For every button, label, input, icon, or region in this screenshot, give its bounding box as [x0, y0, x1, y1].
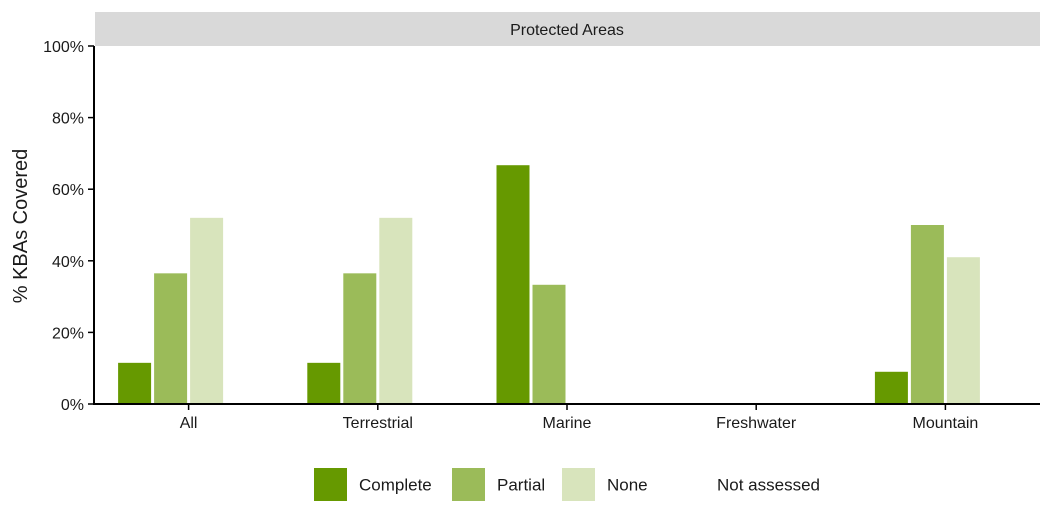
axes-layer: 0% 20% 40% 60% 80% 100% All Terrestrial Marine Fr… [43, 39, 1040, 432]
legend-key-partial [452, 468, 485, 501]
y-tick-label: 60% [52, 182, 84, 199]
bar-mountain-partial [910, 225, 944, 404]
legend-label-complete: Complete [359, 476, 432, 495]
bar-terrestrial-none [379, 217, 413, 404]
x-tick-label: All [180, 415, 198, 432]
bar-all-none [190, 217, 224, 404]
legend-key-complete [314, 468, 347, 501]
y-tick-label: 40% [52, 254, 84, 271]
legend-label-none: None [607, 476, 648, 495]
y-tick-label: 80% [52, 111, 84, 128]
y-tick-label: 100% [43, 39, 84, 56]
legend-label-partial: Partial [497, 476, 545, 495]
bar-mountain-complete [874, 371, 908, 404]
y-tick-label: 20% [52, 325, 84, 342]
x-tick-label: Marine [543, 415, 592, 432]
bar-mountain-none [946, 257, 980, 404]
facet-title: Protected Areas [510, 22, 624, 39]
bar-terrestrial-complete [307, 362, 341, 404]
facet-strip [95, 12, 1040, 46]
y-tick-label: 0% [61, 397, 84, 414]
bar-marine-complete [496, 165, 530, 404]
bar-marine-partial [532, 284, 566, 404]
x-tick-label: Freshwater [716, 415, 797, 432]
legend-key-none [562, 468, 595, 501]
legend: Complete Partial None Not assessed [314, 468, 820, 501]
legend-key-not-assessed [672, 468, 705, 501]
y-axis-title: % KBAs Covered [10, 149, 32, 304]
bar-all-complete [118, 362, 152, 404]
bar-terrestrial-partial [343, 273, 377, 404]
x-tick-label: Terrestrial [343, 415, 413, 432]
bar-all-partial [154, 273, 188, 404]
bars-layer [118, 165, 980, 404]
legend-label-not-assessed: Not assessed [717, 476, 820, 495]
x-tick-label: Mountain [912, 415, 978, 432]
